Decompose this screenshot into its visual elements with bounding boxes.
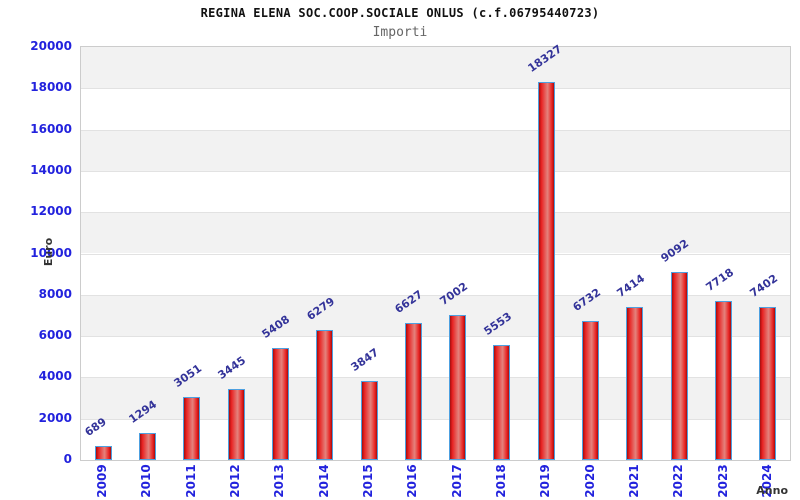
y-tick-label: 0 — [63, 452, 72, 466]
y-tick-label: 2000 — [38, 410, 72, 425]
chart-subtitle: Importi — [372, 25, 428, 40]
bar-2012 — [227, 389, 245, 460]
bar-2018 — [493, 345, 511, 460]
bar-2013 — [271, 348, 289, 460]
plot-band — [81, 170, 790, 213]
bar-2016 — [404, 323, 422, 460]
y-tick-label: 20000 — [30, 39, 72, 53]
y-tick-label: 14000 — [30, 162, 72, 177]
x-tick-label: 2019 — [538, 464, 553, 498]
chart-title: REGINA ELENA SOC.COOP.SOCIALE ONLUS (c.f… — [200, 6, 600, 20]
x-tick-label: 2009 — [95, 464, 110, 498]
x-tick-label: 2017 — [449, 464, 464, 498]
bar-2019 — [537, 82, 555, 460]
x-tick-label: 2021 — [626, 464, 641, 498]
bar-2017 — [449, 315, 467, 460]
gridline — [81, 418, 790, 420]
bar-2014 — [316, 330, 334, 460]
gridline — [81, 129, 790, 131]
bar-2020 — [582, 321, 600, 460]
y-tick-label: 10000 — [30, 245, 72, 260]
plot-area: 689 1294 3051 3445 5408 6279 3847 6627 7002 5553 1… — [80, 42, 791, 461]
x-tick-label: 2023 — [715, 464, 730, 498]
x-tick-label: 2015 — [361, 464, 376, 498]
gridline — [81, 336, 790, 338]
x-tick-label: 2022 — [671, 464, 686, 498]
gridline — [81, 88, 790, 90]
x-axis-title: Anno — [756, 484, 788, 497]
y-tick-label: 18000 — [30, 80, 72, 95]
y-tick-label: 4000 — [38, 369, 72, 384]
y-tick-label: 8000 — [38, 286, 72, 301]
bar-2021 — [626, 307, 644, 460]
gridline — [81, 212, 790, 214]
x-tick-label: 2014 — [316, 464, 331, 498]
x-tick-label: 2018 — [493, 464, 508, 498]
bar-2011 — [183, 397, 201, 460]
x-tick-label: 2012 — [228, 464, 243, 498]
x-tick-label: 2020 — [582, 464, 597, 498]
bar-2009 — [94, 446, 112, 460]
bar-2024 — [759, 307, 777, 460]
y-tick-label: 12000 — [30, 204, 72, 219]
gridline — [81, 294, 790, 296]
bar-2015 — [360, 381, 378, 460]
y-tick-label: 16000 — [30, 121, 72, 136]
y-axis-title: Euro — [42, 237, 55, 267]
x-tick-label: 2013 — [272, 464, 287, 498]
gridline — [81, 377, 790, 379]
bar-2022 — [670, 272, 688, 460]
bar-2023 — [715, 301, 733, 460]
plot-band — [81, 212, 790, 254]
plot-band — [81, 47, 790, 89]
plot-band — [81, 88, 790, 130]
x-tick-label: 2011 — [183, 464, 198, 498]
x-tick-label: 2010 — [139, 464, 154, 498]
y-tick-label: 6000 — [38, 328, 72, 343]
gridline — [81, 170, 790, 172]
plot-band — [81, 129, 790, 171]
gridline — [81, 253, 790, 255]
x-tick-label: 2016 — [405, 464, 420, 498]
bar-2010 — [138, 433, 156, 460]
